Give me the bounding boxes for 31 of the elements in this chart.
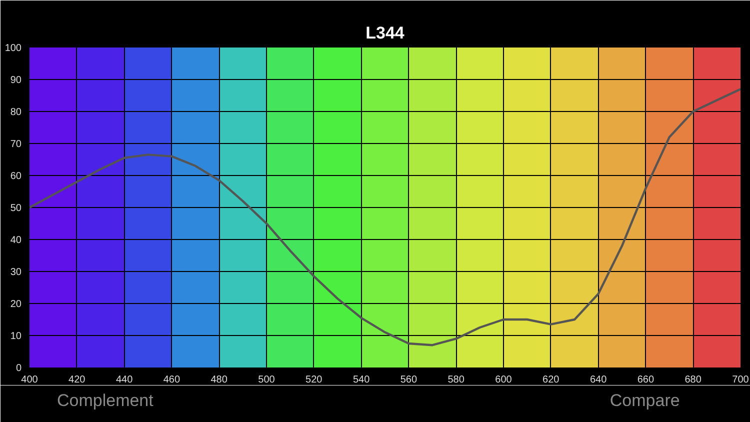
x-tick-label: 680	[684, 374, 702, 386]
x-tick-label: 700	[732, 374, 750, 386]
x-tick-label: 640	[590, 374, 608, 386]
chart-title: L344	[366, 24, 405, 42]
y-tick-label: 10	[10, 331, 22, 342]
y-tick-label: 70	[10, 139, 22, 150]
y-tick-label: 50	[10, 203, 22, 214]
x-tick-label: 580	[448, 374, 465, 386]
line-series	[30, 88, 740, 346]
x-tick-label: 420	[68, 374, 86, 386]
x-tick-label: 460	[163, 374, 180, 386]
x-tick-label: 540	[352, 374, 370, 386]
x-tick-label: 400	[21, 374, 38, 386]
x-tick-label: 480	[210, 374, 228, 386]
x-tick-label: 500	[258, 374, 276, 386]
x-tick-label: 520	[306, 374, 323, 386]
y-tick-label: 40	[10, 235, 22, 246]
y-tick-label: 0	[16, 363, 22, 374]
y-tick-label: 60	[10, 171, 22, 182]
y-tick-label: 90	[10, 75, 22, 86]
y-tick-label: 100	[4, 43, 22, 54]
y-tick-label: 80	[10, 107, 22, 118]
x-tick-label: 560	[400, 374, 418, 386]
y-tick-label: 20	[10, 299, 22, 310]
x-tick-label: 660	[637, 374, 654, 386]
text: Compare	[610, 391, 680, 410]
text: Complement	[56, 391, 154, 410]
y-tick-label: 30	[10, 267, 22, 278]
x-tick-label: 600	[495, 374, 512, 386]
x-tick-label: 440	[116, 374, 134, 386]
x-tick-label: 620	[542, 374, 560, 386]
